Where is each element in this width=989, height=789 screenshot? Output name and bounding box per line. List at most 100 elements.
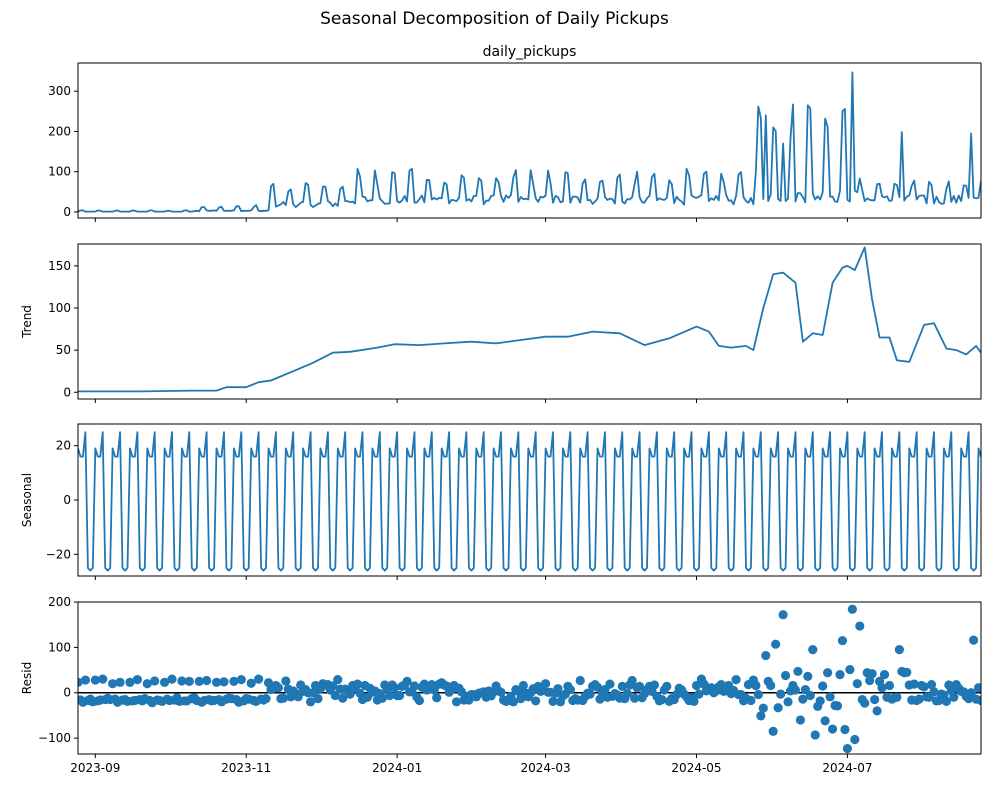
- resid-point: [98, 674, 108, 684]
- resid-point: [803, 671, 813, 682]
- panel-4: Resid −100 0 100 200 2023-09 2023-11 2024-01 202…: [20, 595, 982, 775]
- resid-point: [852, 679, 862, 689]
- resid-point: [159, 677, 170, 687]
- resid-point: [177, 676, 187, 686]
- resid-point: [879, 669, 890, 680]
- resid-point: [855, 621, 865, 631]
- resid-point: [575, 675, 585, 686]
- resid-point: [808, 645, 818, 655]
- resid-point: [842, 743, 853, 754]
- resid-point: [605, 679, 615, 689]
- y-tick-label: 300: [48, 84, 71, 98]
- resid-point: [827, 724, 838, 734]
- resid-point: [330, 690, 340, 701]
- resid-point: [949, 692, 959, 702]
- resid-point: [926, 679, 937, 690]
- resid-point: [150, 676, 160, 686]
- resid-point: [973, 683, 981, 693]
- resid-point: [818, 681, 828, 691]
- resid-point: [771, 639, 781, 649]
- resid-point: [622, 689, 632, 699]
- resid-point: [976, 695, 981, 706]
- resid-point: [837, 635, 848, 646]
- resid-point: [884, 680, 895, 691]
- resid-point: [395, 690, 405, 701]
- resid-point: [115, 677, 125, 687]
- resid-point: [548, 696, 558, 706]
- resid-point: [776, 689, 786, 699]
- resid-point: [820, 716, 830, 726]
- resid-point: [108, 679, 118, 689]
- resid-point: [508, 697, 519, 707]
- resid-point: [840, 724, 850, 735]
- y-axis-label: Resid: [20, 662, 34, 694]
- resid-point: [968, 635, 979, 645]
- y-tick-label: 20: [56, 439, 71, 453]
- resid-point: [768, 726, 778, 736]
- resid-point: [835, 669, 845, 680]
- resid-point: [585, 689, 595, 699]
- resid-point: [451, 697, 462, 707]
- axes-frame: [77, 601, 982, 755]
- y-tick-label: 100: [48, 301, 71, 315]
- series-line: [78, 431, 981, 572]
- resid-point: [751, 680, 761, 691]
- resid-point: [125, 677, 135, 687]
- resid-point: [313, 694, 323, 704]
- resid-point: [254, 674, 264, 684]
- resid-point: [553, 684, 563, 694]
- axes-frame: [77, 243, 982, 400]
- resid-point: [496, 687, 506, 697]
- resid-point: [273, 683, 283, 693]
- y-axis-label: Seasonal: [20, 473, 34, 527]
- resid-point: [746, 695, 756, 706]
- resid-point: [795, 715, 806, 725]
- panel-2: Trend 0 50 100 150: [20, 243, 982, 403]
- resid-point: [278, 693, 288, 703]
- resid-point: [662, 681, 672, 691]
- resid-point: [845, 665, 855, 675]
- y-tick-label: 200: [48, 595, 71, 609]
- resid-point: [202, 675, 212, 686]
- resid-point: [894, 645, 904, 655]
- series-line: [78, 71, 981, 213]
- resid-point: [823, 668, 833, 678]
- y-tick-label: 150: [48, 259, 71, 273]
- plot-area: [78, 71, 981, 213]
- y-tick-label: 0: [63, 686, 71, 700]
- y-tick-label: −20: [46, 547, 71, 561]
- resid-point: [773, 703, 783, 713]
- x-tick-label: 2023-09: [70, 761, 120, 775]
- resid-point: [352, 679, 363, 689]
- resid-point: [810, 730, 820, 740]
- resid-point: [966, 688, 976, 698]
- y-tick-label: 50: [56, 343, 71, 357]
- resid-point: [90, 675, 100, 685]
- resid-point: [649, 680, 660, 690]
- resid-point: [780, 670, 791, 681]
- plot-area: [78, 604, 981, 754]
- panel-1: daily_pickups 0 100 200 300: [48, 44, 982, 222]
- resid-point: [909, 679, 919, 689]
- resid-point: [305, 697, 316, 707]
- resid-point: [860, 698, 870, 708]
- resid-point: [432, 693, 442, 703]
- resid-point: [790, 685, 801, 695]
- resid-point: [761, 650, 771, 661]
- resid-point: [832, 701, 843, 711]
- x-tick-label: 2024-01: [372, 761, 422, 775]
- resid-point: [261, 694, 271, 704]
- series-line: [78, 246, 981, 393]
- resid-point: [634, 681, 645, 691]
- y-tick-label: 100: [48, 165, 71, 179]
- resid-point: [385, 690, 395, 701]
- resid-point: [246, 678, 256, 688]
- resid-point: [919, 682, 929, 692]
- x-tick-label: 2024-05: [671, 761, 721, 775]
- resid-point: [617, 681, 627, 691]
- resid-point: [847, 604, 857, 614]
- resid-point: [870, 694, 880, 705]
- resid-point: [783, 697, 793, 707]
- y-tick-label: 100: [48, 640, 71, 654]
